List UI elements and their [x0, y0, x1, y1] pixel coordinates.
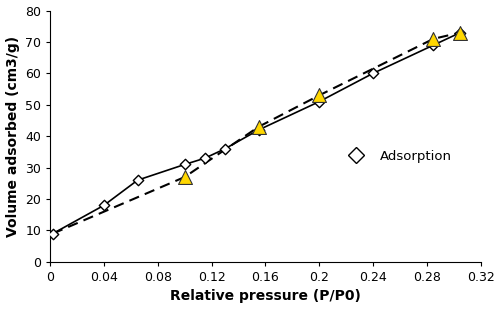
- Y-axis label: Volume adsorbed (cm3/g): Volume adsorbed (cm3/g): [6, 36, 20, 237]
- Point: [254, 127, 262, 132]
- Point: [201, 156, 209, 161]
- Point: [430, 36, 438, 41]
- Point: [456, 30, 464, 35]
- Point: [180, 175, 188, 180]
- Point: [369, 71, 377, 76]
- Point: [180, 162, 188, 167]
- Point: [315, 93, 323, 98]
- Point: [430, 43, 438, 48]
- X-axis label: Relative pressure (P/P0): Relative pressure (P/P0): [170, 290, 361, 303]
- Point: [315, 99, 323, 104]
- Point: [100, 203, 108, 208]
- Point: [456, 30, 464, 35]
- Legend: Adsorption: Adsorption: [338, 145, 457, 168]
- Point: [254, 124, 262, 129]
- Point: [134, 178, 141, 183]
- Point: [49, 231, 57, 236]
- Point: [221, 146, 229, 151]
